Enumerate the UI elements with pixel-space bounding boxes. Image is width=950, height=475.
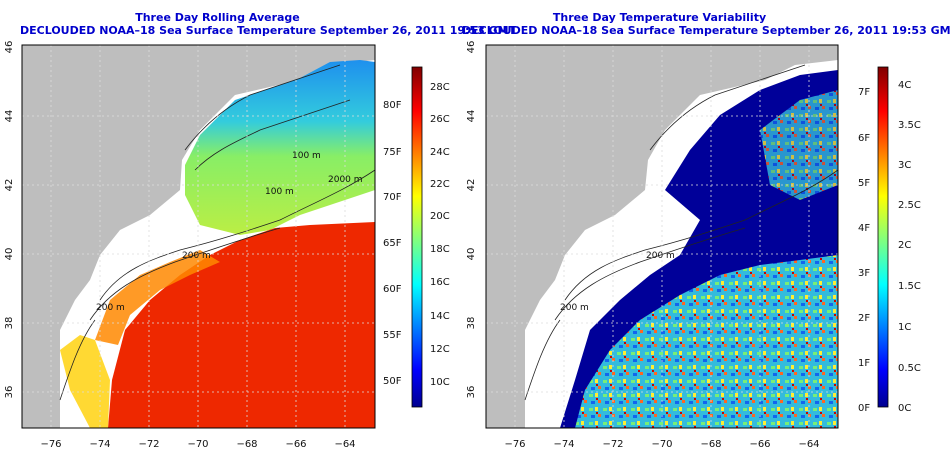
left-cbar-f-50: 50F bbox=[383, 376, 402, 387]
right-cbar-c-3.5: 3.5C bbox=[898, 120, 921, 131]
right-lat-tick-36: 36 bbox=[466, 386, 477, 399]
right-lon-tick-66: −66 bbox=[749, 439, 770, 450]
right-cbar-c-0: 0C bbox=[898, 403, 911, 414]
right-lat-tick-38: 38 bbox=[466, 317, 477, 330]
left-lon-tick-66: −66 bbox=[285, 439, 306, 450]
left-axis-labels: −76 −74 −72 −70 −68 −66 −64 46 44 42 40 … bbox=[4, 41, 356, 450]
right-title-line2: DECLOUDED NOAA–18 Sea Surface Temperatur… bbox=[462, 24, 950, 37]
right-map: 200 m 200 m bbox=[485, 44, 839, 429]
left-contour-label-2: 2000 m bbox=[328, 175, 363, 185]
right-lon-tick-72: −72 bbox=[602, 439, 623, 450]
right-cbar-f-1: 1F bbox=[858, 358, 870, 369]
left-title: Three Day Rolling Average DECLOUDED NOAA… bbox=[20, 11, 517, 37]
left-cbar-f-60: 60F bbox=[383, 284, 402, 295]
left-cbar-f-80: 80F bbox=[383, 100, 402, 111]
left-cbar-f-55: 55F bbox=[383, 330, 402, 341]
left-yellow-band bbox=[60, 335, 110, 428]
right-colorbar: 4C 3.5C 3C 2.5C 2C 1.5C 1C 0.5C 0C 7F 6F… bbox=[858, 66, 921, 414]
right-cbar-c-3: 3C bbox=[898, 160, 911, 171]
right-title: Three Day Temperature Variability DECLOU… bbox=[462, 11, 950, 37]
right-cbar-c-0.5: 0.5C bbox=[898, 363, 921, 374]
right-cbar-c-1.5: 1.5C bbox=[898, 281, 921, 292]
left-cbar-c-24: 24C bbox=[430, 147, 450, 158]
right-land bbox=[486, 45, 655, 405]
left-lon-tick-68: −68 bbox=[236, 439, 257, 450]
left-cbar-c-18: 18C bbox=[430, 244, 450, 255]
right-cbar-f-3: 3F bbox=[858, 268, 870, 279]
right-bathymetry-contours bbox=[524, 64, 839, 401]
left-contour-label-3: 100 m bbox=[265, 187, 294, 197]
left-lat-tick-44: 44 bbox=[4, 110, 15, 123]
right-cbar-c-2.5: 2.5C bbox=[898, 200, 921, 211]
right-colorbar-gradient bbox=[877, 66, 889, 408]
right-contour-label-2: 200 m bbox=[560, 303, 589, 313]
left-cbar-f-70: 70F bbox=[383, 192, 402, 203]
left-lat-tick-36: 36 bbox=[4, 386, 15, 399]
right-cbar-f-4: 4F bbox=[858, 223, 870, 234]
right-lon-tick-68: −68 bbox=[700, 439, 721, 450]
right-lat-tick-40: 40 bbox=[466, 248, 477, 261]
left-cbar-f-75: 75F bbox=[383, 147, 402, 158]
right-cbar-f-2: 2F bbox=[858, 313, 870, 324]
right-cbar-f-7: 7F bbox=[858, 87, 870, 98]
left-contour-label-4: 200 m bbox=[182, 251, 211, 261]
right-cbar-f-0: 0F bbox=[858, 403, 870, 414]
left-lat-tick-38: 38 bbox=[4, 317, 15, 330]
right-lon-tick-64: −64 bbox=[798, 439, 819, 450]
left-colorbar-gradient bbox=[411, 66, 423, 408]
left-contour-label-1: 100 m bbox=[292, 151, 321, 161]
left-cbar-c-16: 16C bbox=[430, 277, 450, 288]
left-lat-tick-42: 42 bbox=[4, 179, 15, 192]
right-cbar-c-2: 2C bbox=[898, 240, 911, 251]
left-bathymetry-contours bbox=[59, 64, 376, 401]
right-cbar-f-5: 5F bbox=[858, 178, 870, 189]
left-lon-tick-76: −76 bbox=[40, 439, 61, 450]
right-axis-labels: −76 −74 −72 −70 −68 −66 −64 46 44 42 40 … bbox=[466, 41, 820, 450]
left-lon-tick-70: −70 bbox=[187, 439, 208, 450]
left-cbar-c-12: 12C bbox=[430, 344, 450, 355]
left-map: 100 m 2000 m 100 m 200 m 200 m bbox=[21, 44, 376, 429]
left-slope-water bbox=[95, 250, 220, 345]
left-lat-tick-46: 46 bbox=[4, 41, 15, 54]
right-lon-tick-76: −76 bbox=[504, 439, 525, 450]
left-gridlines bbox=[22, 45, 375, 428]
left-lon-tick-64: −64 bbox=[334, 439, 355, 450]
left-land bbox=[22, 45, 190, 405]
right-lat-tick-42: 42 bbox=[466, 179, 477, 192]
left-cbar-c-26: 26C bbox=[430, 114, 450, 125]
left-title-line1: Three Day Rolling Average bbox=[135, 11, 300, 24]
right-contour-label-1: 200 m bbox=[646, 251, 675, 261]
right-title-line1: Three Day Temperature Variability bbox=[552, 11, 767, 24]
left-colorbar: 28C 26C 24C 22C 20C 18C 16C 14C 12C 10C … bbox=[383, 66, 450, 408]
left-cbar-c-28: 28C bbox=[430, 82, 450, 93]
right-lat-tick-44: 44 bbox=[466, 110, 477, 123]
right-cbar-f-6: 6F bbox=[858, 133, 870, 144]
right-map-frame bbox=[485, 44, 839, 429]
left-cbar-c-14: 14C bbox=[430, 311, 450, 322]
left-cbar-f-65: 65F bbox=[383, 238, 402, 249]
right-lon-tick-74: −74 bbox=[553, 439, 574, 450]
left-cbar-c-20: 20C bbox=[430, 211, 450, 222]
right-gridlines bbox=[486, 45, 838, 428]
left-cbar-c-10: 10C bbox=[430, 377, 450, 388]
left-warm-water bbox=[108, 222, 375, 428]
left-cool-water bbox=[185, 60, 375, 235]
right-cbar-c-4: 4C bbox=[898, 80, 911, 91]
right-shelf-variability bbox=[760, 90, 838, 200]
left-lon-tick-74: −74 bbox=[89, 439, 110, 450]
left-cbar-c-22: 22C bbox=[430, 179, 450, 190]
right-cbar-c-1: 1C bbox=[898, 322, 911, 333]
right-high-variability bbox=[575, 255, 838, 428]
left-map-frame bbox=[21, 44, 376, 429]
right-lon-tick-70: −70 bbox=[651, 439, 672, 450]
left-lon-tick-72: −72 bbox=[138, 439, 159, 450]
left-lat-tick-40: 40 bbox=[4, 248, 15, 261]
right-lat-tick-46: 46 bbox=[466, 41, 477, 54]
left-contour-label-5: 200 m bbox=[96, 303, 125, 313]
left-title-line2: DECLOUDED NOAA–18 Sea Surface Temperatur… bbox=[20, 24, 517, 37]
